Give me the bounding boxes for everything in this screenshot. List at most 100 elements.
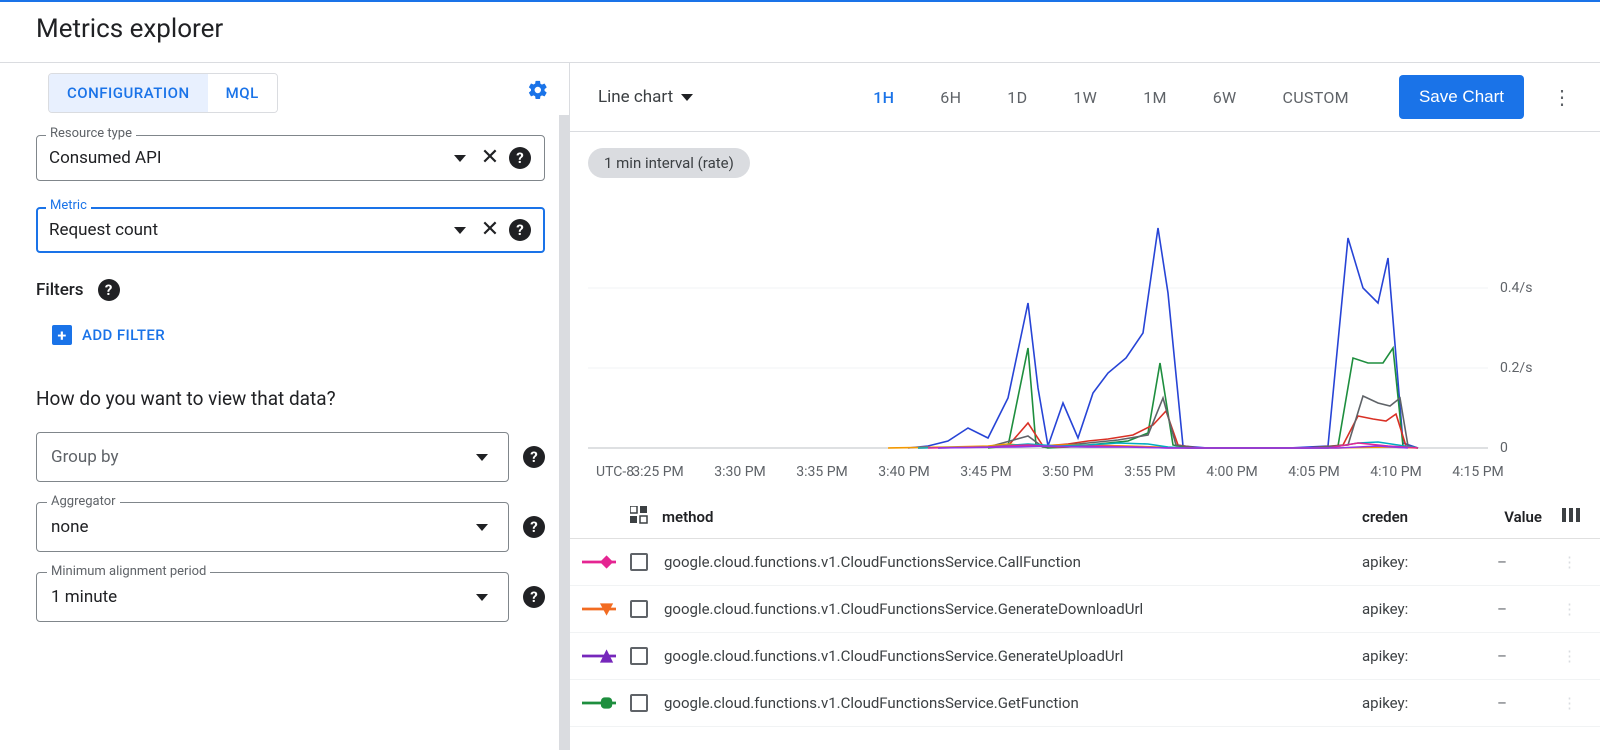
series-checkbox[interactable] xyxy=(630,647,648,665)
time-range-6w[interactable]: 6W xyxy=(1205,80,1245,115)
creden-cell: apikey: xyxy=(1362,553,1442,571)
chevron-down-icon[interactable] xyxy=(470,445,494,469)
resource-type-label: Resource type xyxy=(46,126,136,141)
metric-select[interactable]: Request count ✕ ? xyxy=(36,207,545,253)
legend-row[interactable]: google.cloud.functions.v1.CloudFunctions… xyxy=(570,633,1600,680)
interval-pill: 1 min interval (rate) xyxy=(588,148,750,178)
save-chart-button[interactable]: Save Chart xyxy=(1399,75,1524,119)
help-filters-icon[interactable]: ? xyxy=(98,279,120,301)
min-alignment-value: 1 minute xyxy=(51,587,470,607)
series-swatch xyxy=(582,694,630,712)
svg-text:3:35 PM: 3:35 PM xyxy=(796,464,848,480)
help-groupby-icon[interactable]: ? xyxy=(523,446,545,468)
header-method: method xyxy=(662,508,713,526)
legend-row[interactable]: google.cloud.functions.v1.CloudFunctions… xyxy=(570,680,1600,727)
chevron-down-icon[interactable] xyxy=(448,218,472,242)
chevron-down-icon xyxy=(681,94,693,101)
svg-text:3:40 PM: 3:40 PM xyxy=(878,464,930,480)
resource-type-value: Consumed API xyxy=(49,148,442,168)
aggregator-value: none xyxy=(51,517,470,537)
creden-cell: apikey: xyxy=(1362,647,1442,665)
min-alignment-select[interactable]: Minimum alignment period 1 minute xyxy=(36,572,509,622)
chevron-down-icon[interactable] xyxy=(470,515,494,539)
help-alignment-icon[interactable]: ? xyxy=(523,586,545,608)
help-aggregator-icon[interactable]: ? xyxy=(523,516,545,538)
method-cell: google.cloud.functions.v1.CloudFunctions… xyxy=(664,694,1362,712)
settings-icon[interactable] xyxy=(519,71,557,115)
svg-text:3:30 PM: 3:30 PM xyxy=(714,464,766,480)
clear-resource-icon[interactable]: ✕ xyxy=(478,146,502,170)
aggregator-label: Aggregator xyxy=(47,494,120,509)
svg-text:UTC-8: UTC-8 xyxy=(596,464,634,480)
creden-cell: apikey: xyxy=(1362,600,1442,618)
row-more-icon[interactable]: ⋮ xyxy=(1562,647,1586,665)
svg-text:4:05 PM: 4:05 PM xyxy=(1288,464,1340,480)
metrics-line-chart: 0 0.2/s 0.4/s UTC-83:25 PM 3:30 PM 3:35 PM 3:4… xyxy=(588,198,1548,484)
resource-type-select[interactable]: Consumed API ✕ ? xyxy=(36,135,545,181)
plus-icon: + xyxy=(52,325,72,345)
series-swatch xyxy=(582,600,630,618)
header-creden: creden xyxy=(1362,508,1442,526)
legend-row[interactable]: google.cloud.functions.v1.CloudFunctions… xyxy=(570,586,1600,633)
time-range-1d[interactable]: 1D xyxy=(999,80,1035,115)
chevron-down-icon[interactable] xyxy=(470,585,494,609)
header-value: Value xyxy=(1442,508,1562,526)
method-cell: google.cloud.functions.v1.CloudFunctions… xyxy=(664,553,1362,571)
creden-cell: apikey: xyxy=(1362,694,1442,712)
time-range-group: 1H 6H 1D 1W 1M 6W CUSTOM xyxy=(865,80,1357,115)
series-checkbox[interactable] xyxy=(630,694,648,712)
row-more-icon[interactable]: ⋮ xyxy=(1562,600,1586,618)
svg-text:4:10 PM: 4:10 PM xyxy=(1370,464,1422,480)
metric-value: Request count xyxy=(49,220,442,240)
series-checkbox[interactable] xyxy=(630,600,648,618)
more-options-icon[interactable]: ⋮ xyxy=(1542,77,1582,117)
add-filter-label: ADD FILTER xyxy=(82,326,165,344)
columns-icon[interactable] xyxy=(1562,508,1586,526)
row-more-icon[interactable]: ⋮ xyxy=(1562,553,1586,571)
clear-metric-icon[interactable]: ✕ xyxy=(478,218,502,242)
series-swatch xyxy=(582,553,630,571)
config-panel: CONFIGURATION MQL Resource type Consumed… xyxy=(0,63,570,750)
tab-configuration[interactable]: CONFIGURATION xyxy=(49,74,208,112)
row-more-icon[interactable]: ⋮ xyxy=(1562,694,1586,712)
value-cell: – xyxy=(1442,694,1562,712)
time-range-1h[interactable]: 1H xyxy=(865,80,902,115)
legend-row[interactable]: google.cloud.functions.v1.CloudFunctions… xyxy=(570,539,1600,586)
time-range-1m[interactable]: 1M xyxy=(1135,80,1175,115)
metric-label: Metric xyxy=(46,198,91,213)
time-range-custom[interactable]: CUSTOM xyxy=(1275,80,1357,115)
series-checkbox[interactable] xyxy=(630,553,648,571)
chart-type-select[interactable]: Line chart xyxy=(594,79,697,115)
group-by-select[interactable]: Group by xyxy=(36,432,509,482)
svg-text:4:15 PM: 4:15 PM xyxy=(1452,464,1504,480)
svg-text:3:55 PM: 3:55 PM xyxy=(1124,464,1176,480)
svg-text:4:00 PM: 4:00 PM xyxy=(1206,464,1258,480)
svg-text:0.4/s: 0.4/s xyxy=(1500,280,1532,296)
chevron-down-icon[interactable] xyxy=(448,146,472,170)
group-by-placeholder: Group by xyxy=(51,447,470,467)
tab-mql[interactable]: MQL xyxy=(208,74,277,112)
time-range-6h[interactable]: 6H xyxy=(932,80,969,115)
svg-text:0: 0 xyxy=(1500,440,1508,456)
chart-panel: Line chart 1H 6H 1D 1W 1M 6W CUSTOM Save Chart… xyxy=(570,63,1600,750)
method-cell: google.cloud.functions.v1.CloudFunctions… xyxy=(664,647,1362,665)
value-cell: – xyxy=(1442,553,1562,571)
value-cell: – xyxy=(1442,647,1562,665)
help-metric-icon[interactable]: ? xyxy=(508,218,532,242)
chart-type-label: Line chart xyxy=(598,87,673,107)
aggregator-select[interactable]: Aggregator none xyxy=(36,502,509,552)
method-cell: google.cloud.functions.v1.CloudFunctions… xyxy=(664,600,1362,618)
svg-text:3:50 PM: 3:50 PM xyxy=(1042,464,1094,480)
min-alignment-label: Minimum alignment period xyxy=(47,564,210,579)
svg-text:0.2/s: 0.2/s xyxy=(1500,360,1532,376)
help-resource-icon[interactable]: ? xyxy=(508,146,532,170)
page-title: Metrics explorer xyxy=(0,2,1600,62)
filters-label: Filters xyxy=(36,280,84,300)
svg-text:3:45 PM: 3:45 PM xyxy=(960,464,1012,480)
time-range-1w[interactable]: 1W xyxy=(1065,80,1105,115)
svg-text:3:25 PM: 3:25 PM xyxy=(632,464,684,480)
view-data-heading: How do you want to view that data? xyxy=(36,387,545,410)
value-cell: – xyxy=(1442,600,1562,618)
series-swatch xyxy=(582,647,630,665)
add-filter-button[interactable]: + ADD FILTER xyxy=(36,319,175,351)
